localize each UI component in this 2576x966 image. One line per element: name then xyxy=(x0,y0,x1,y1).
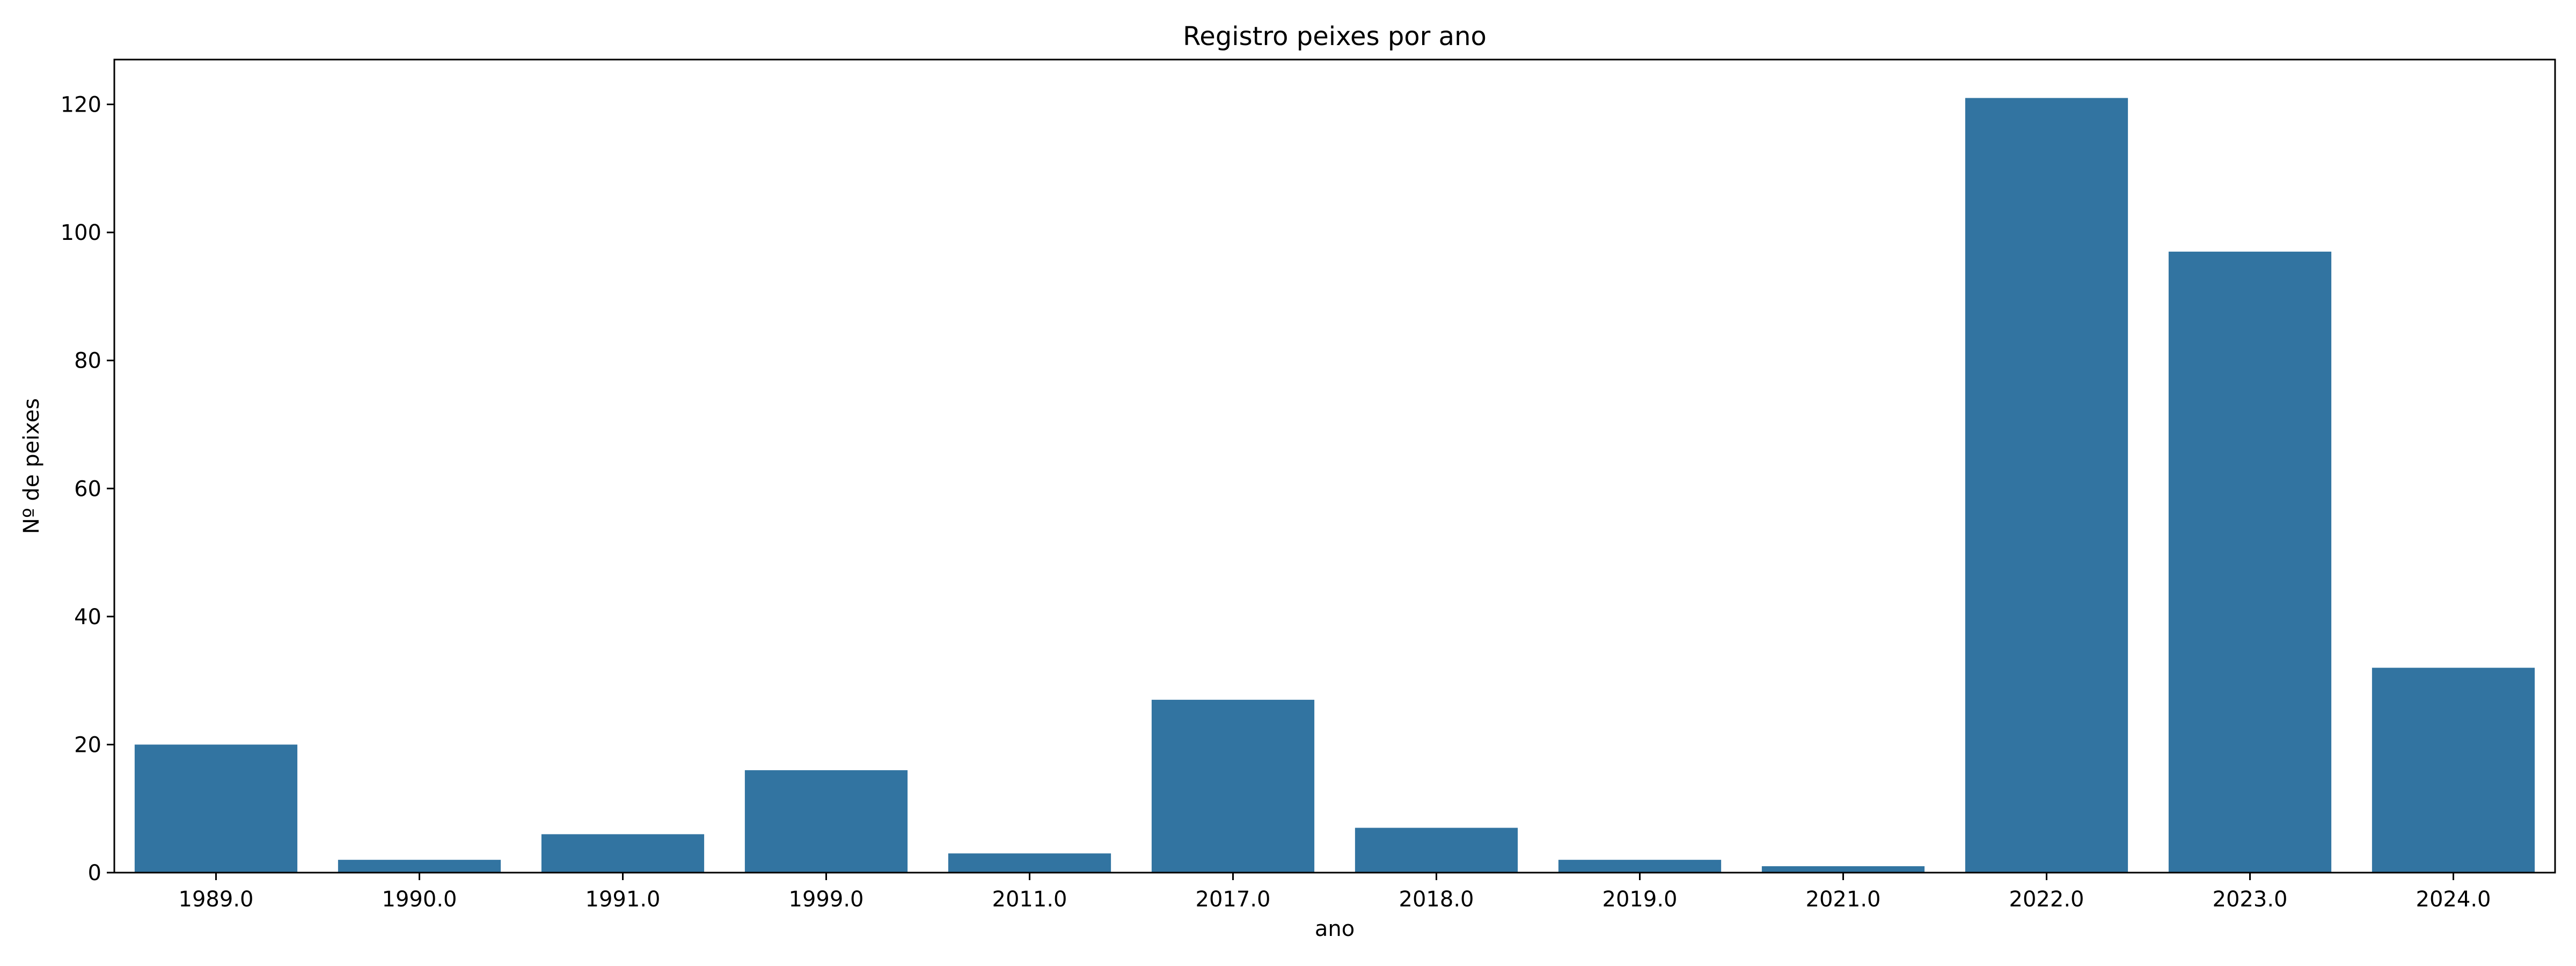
plot-frame xyxy=(113,58,2556,874)
y-tick-label: 0 xyxy=(88,861,101,885)
x-tick-label: 2023.0 xyxy=(2213,887,2288,912)
chart-title: Registro peixes por ano xyxy=(1183,21,1487,52)
y-tick-label: 40 xyxy=(74,605,101,630)
y-tick-label: 80 xyxy=(74,349,101,374)
x-tick-label: 1999.0 xyxy=(789,887,864,912)
x-tick-label: 1990.0 xyxy=(382,887,457,912)
bar-1989.0 xyxy=(134,744,298,873)
y-tick-label: 120 xyxy=(61,93,101,118)
y-axis-ticks: 0 20 40 60 80 100 120 xyxy=(61,93,114,885)
bars-layer xyxy=(134,98,2535,873)
x-tick-label: 1989.0 xyxy=(179,887,254,912)
bar-2018.0 xyxy=(1355,828,1518,873)
y-axis-label: Nº de peixes xyxy=(19,398,44,534)
bar-2011.0 xyxy=(948,853,1111,873)
bar-2021.0 xyxy=(1761,866,1925,873)
y-tick-label: 60 xyxy=(74,477,101,501)
x-tick-label: 2022.0 xyxy=(2009,887,2084,912)
x-tick-label: 2018.0 xyxy=(1399,887,1474,912)
x-axis-label: ano xyxy=(1315,917,1355,941)
x-tick-label: 2024.0 xyxy=(2416,887,2491,912)
x-axis-ticks: 1989.0 1990.0 1991.0 1999.0 2011.0 2017.0 2018… xyxy=(179,873,2491,912)
bar-1990.0 xyxy=(338,860,501,873)
bar-1991.0 xyxy=(541,834,705,873)
bar-2023.0 xyxy=(2168,251,2332,873)
y-tick-label: 20 xyxy=(74,733,101,757)
bar-2019.0 xyxy=(1558,860,1722,873)
bar-2022.0 xyxy=(1965,98,2128,873)
x-tick-label: 1991.0 xyxy=(586,887,661,912)
bar-2017.0 xyxy=(1151,699,1315,873)
x-tick-label: 2017.0 xyxy=(1196,887,1271,912)
x-tick-label: 2011.0 xyxy=(992,887,1067,912)
x-tick-label: 2021.0 xyxy=(1806,887,1881,912)
y-tick-label: 100 xyxy=(61,221,101,245)
x-tick-label: 2019.0 xyxy=(1602,887,1678,912)
bar-2024.0 xyxy=(2372,668,2535,873)
bar-1999.0 xyxy=(744,770,908,873)
